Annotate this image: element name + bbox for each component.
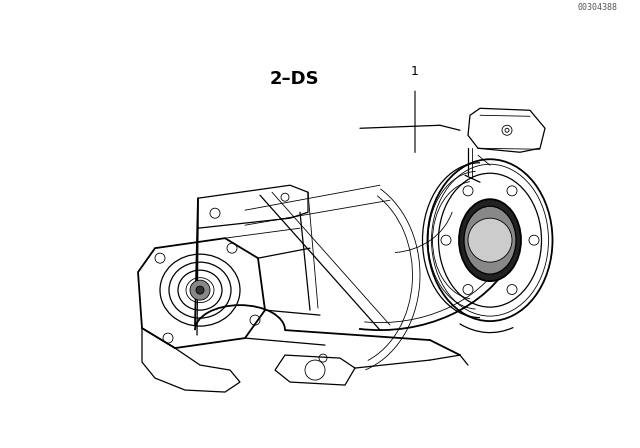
Circle shape: [190, 280, 210, 300]
Circle shape: [196, 286, 204, 294]
Text: 2–DS: 2–DS: [269, 70, 319, 88]
Ellipse shape: [459, 199, 521, 281]
Text: 1: 1: [411, 65, 419, 78]
Text: 00304388: 00304388: [578, 3, 618, 12]
Circle shape: [468, 218, 512, 262]
Ellipse shape: [464, 206, 516, 274]
Circle shape: [505, 128, 509, 132]
